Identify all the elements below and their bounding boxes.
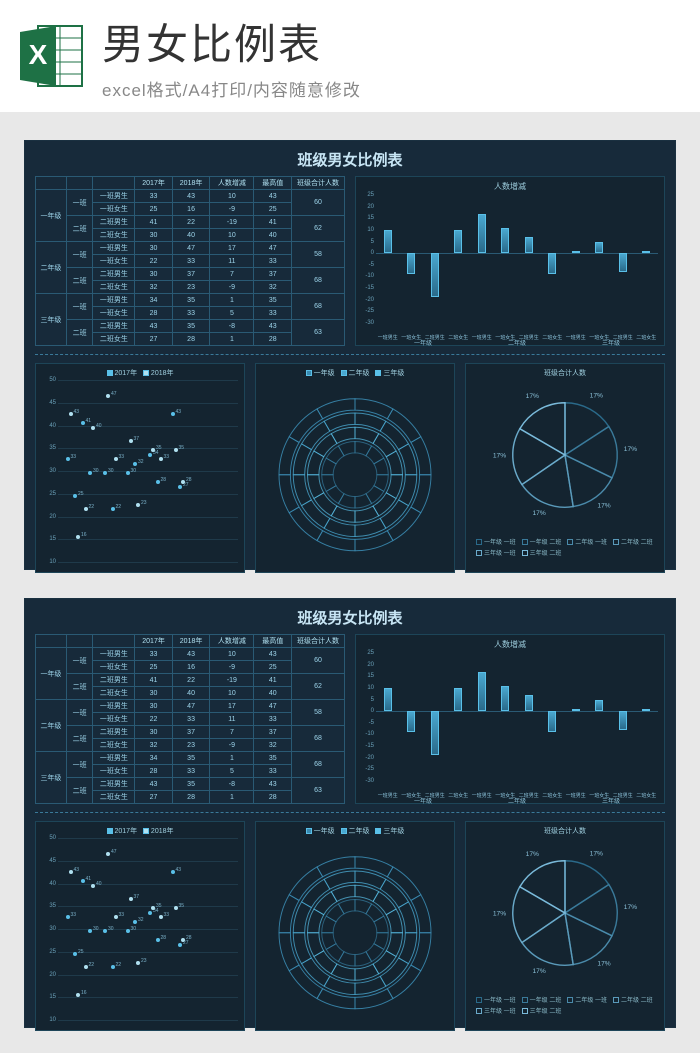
svg-text:X: X [29, 39, 48, 70]
col-header: 班级合计人数 [291, 635, 344, 648]
svg-text:17%: 17% [590, 392, 603, 399]
dashboard-1: 班级男女比例表 2017年2018年人数增减最高值班级合计人数一年级一班一班男生3… [24, 140, 676, 570]
svg-text:17%: 17% [526, 851, 539, 858]
col-header: 最高值 [254, 635, 292, 648]
col-header: 2017年 [135, 177, 173, 190]
scatter-chart: 2017年 2018年10152025303540455033254130302… [35, 363, 245, 573]
svg-text:17%: 17% [597, 961, 610, 968]
col-header: 人数增减 [210, 177, 254, 190]
svg-text:17%: 17% [532, 510, 545, 517]
col-header [93, 635, 135, 648]
dashboard-title: 班级男女比例表 [35, 607, 665, 628]
svg-text:17%: 17% [493, 452, 506, 459]
dashboard-2: 班级男女比例表 2017年2018年人数增减最高值班级合计人数一年级一班一班男生3… [24, 598, 676, 1028]
col-header: 人数增减 [210, 635, 254, 648]
sub-title: excel格式/A4打印/内容随意修改 [102, 76, 684, 101]
data-table: 2017年2018年人数增减最高值班级合计人数一年级一班一班男生33431043… [35, 634, 345, 804]
bar-chart: 人数增减-30-25-20-15-10-50510152025一班男生一班女生二… [355, 634, 665, 804]
svg-text:17%: 17% [532, 968, 545, 975]
title-block: 男女比例表 excel格式/A4打印/内容随意修改 [102, 11, 684, 101]
svg-text:17%: 17% [624, 446, 637, 453]
bar-chart: 人数增减-30-25-20-15-10-50510152025一班男生一班女生二… [355, 176, 665, 346]
col-header [66, 635, 92, 648]
pie-chart: 班级合计人数17%17%17%17%17%17%一年级 一班一年级 二班二年级 … [465, 363, 665, 573]
svg-text:17%: 17% [624, 904, 637, 911]
svg-text:17%: 17% [590, 850, 603, 857]
col-header [66, 177, 92, 190]
col-header: 2018年 [172, 635, 210, 648]
dashboard-title: 班级男女比例表 [35, 149, 665, 170]
svg-text:17%: 17% [526, 393, 539, 400]
excel-icon: X [16, 20, 88, 92]
svg-text:17%: 17% [493, 910, 506, 917]
pie-chart: 班级合计人数17%17%17%17%17%17%一年级 一班一年级 二班二年级 … [465, 821, 665, 1031]
col-header [93, 177, 135, 190]
data-table: 2017年2018年人数增减最高值班级合计人数一年级一班一班男生33431043… [35, 176, 345, 346]
page-header: X 男女比例表 excel格式/A4打印/内容随意修改 [0, 0, 700, 112]
col-header: 2017年 [135, 635, 173, 648]
main-title: 男女比例表 [102, 11, 684, 72]
col-header: 2018年 [172, 177, 210, 190]
col-header: 最高值 [254, 177, 292, 190]
col-header [36, 635, 67, 648]
ring-chart: 一年级 二年级 三年级 [255, 363, 455, 573]
svg-text:17%: 17% [597, 503, 610, 510]
col-header [36, 177, 67, 190]
col-header: 班级合计人数 [291, 177, 344, 190]
ring-chart: 一年级 二年级 三年级 [255, 821, 455, 1031]
scatter-chart: 2017年 2018年10152025303540455033254130302… [35, 821, 245, 1031]
